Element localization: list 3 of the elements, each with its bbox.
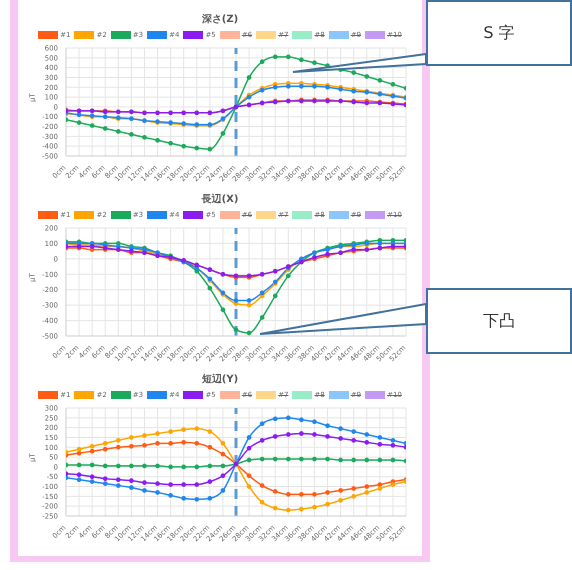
chart-title: 短辺(Y): [200, 372, 240, 387]
chart-title: 長辺(X): [200, 192, 240, 207]
chart-title: 深さ(Z): [200, 12, 240, 27]
